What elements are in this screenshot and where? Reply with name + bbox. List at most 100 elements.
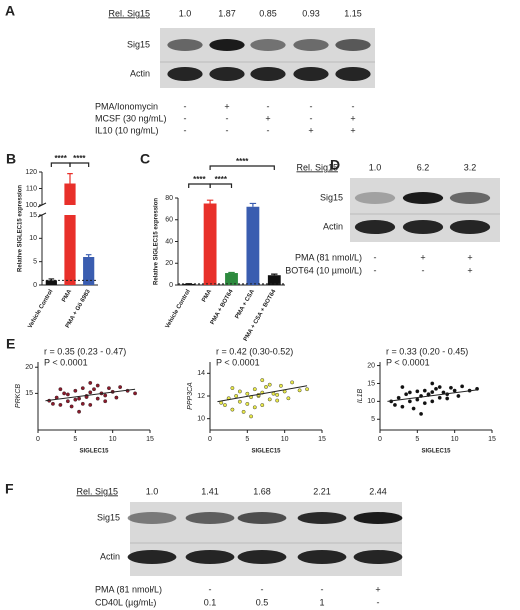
treatment-mark: +	[350, 113, 355, 123]
treatment-mark: +	[308, 125, 313, 135]
error-bar	[206, 199, 214, 204]
treatment-mark: +	[224, 101, 229, 111]
row-label: Sig15	[127, 39, 150, 49]
relative-value: 1.0	[179, 8, 192, 18]
error-bar	[228, 271, 235, 274]
treatment-mark: -	[267, 101, 270, 111]
point	[275, 398, 280, 403]
treatment-label: PMA/Ionomycin	[95, 101, 158, 111]
point	[460, 384, 465, 389]
point	[65, 392, 70, 397]
y-tick-label: 15	[29, 212, 37, 219]
panel-label: A	[5, 3, 15, 19]
x-axis-label: SIGLEC15	[79, 449, 109, 455]
point	[407, 390, 412, 395]
point	[437, 395, 442, 400]
point	[267, 382, 272, 387]
x-tick-label: 15	[146, 436, 154, 443]
point	[434, 386, 438, 391]
treatment-mark: -	[226, 125, 229, 135]
y-axis-label: PPP3CA	[187, 382, 194, 410]
point	[437, 385, 442, 389]
panel-label: D	[330, 157, 340, 173]
row-label: Sig15	[97, 512, 120, 522]
treatment-mark: +	[375, 584, 380, 594]
actin-band	[297, 550, 347, 564]
point	[260, 403, 265, 407]
treatment-label: IL10 (10 ng/mL)	[95, 125, 159, 135]
bar	[246, 206, 260, 285]
x-tick-label: 5	[73, 436, 77, 443]
error-bar	[271, 273, 278, 276]
treatment-mark: -	[352, 101, 355, 111]
point	[230, 386, 235, 390]
error-bar	[67, 173, 73, 184]
point	[62, 391, 67, 396]
sig15-band	[209, 39, 245, 51]
point	[456, 394, 461, 398]
y-axis-label: Relative SIGLEC15 expression	[18, 185, 24, 272]
treatment-mark: -	[374, 252, 377, 262]
relative-value: 1.87	[218, 8, 236, 18]
y-tick-label: 10	[197, 416, 205, 423]
point	[400, 404, 405, 409]
point	[400, 385, 405, 389]
point	[80, 386, 85, 391]
actin-band	[402, 220, 444, 234]
relative-value: 1.41	[201, 486, 219, 496]
relative-value: 1.68	[253, 486, 271, 496]
significance-bracket	[50, 162, 71, 167]
point	[415, 397, 420, 402]
point	[286, 396, 291, 401]
treatment-mark: +	[467, 252, 472, 262]
treatment-mark: 1	[319, 597, 324, 607]
point	[77, 396, 81, 401]
treatment-label: MCSF (30 ng/mL)	[95, 113, 167, 123]
sig15-band	[449, 192, 491, 204]
sig15-band	[354, 192, 396, 204]
y-tick-label: 60	[165, 217, 173, 224]
significance-bracket	[69, 162, 90, 167]
x-tick-label: 15	[318, 436, 326, 443]
sig15-band	[185, 512, 235, 524]
bar	[203, 203, 217, 285]
category-label: PMA	[61, 288, 73, 303]
point	[430, 390, 435, 394]
point	[430, 399, 435, 404]
point	[234, 394, 239, 398]
y-tick-label: 20	[165, 260, 173, 267]
treatment-mark: -	[422, 265, 425, 275]
significance-label: ****	[193, 175, 206, 184]
y-axis-label: PRKCB	[15, 384, 22, 408]
point	[245, 391, 250, 396]
point	[422, 401, 427, 406]
point	[252, 405, 257, 410]
error-bar	[249, 202, 257, 207]
actin-band	[237, 550, 287, 564]
point	[396, 395, 401, 400]
bar	[225, 273, 238, 285]
y-tick-label: 15	[25, 390, 33, 397]
point	[271, 391, 276, 396]
relative-value: 2.44	[369, 486, 387, 496]
point	[445, 396, 450, 401]
category-label: PMA + BOT64	[210, 288, 235, 326]
point	[103, 399, 108, 404]
panel-label: F	[5, 481, 14, 497]
treatment-mark: -	[310, 113, 313, 123]
actin-band	[293, 67, 329, 81]
sig15-band	[297, 512, 347, 524]
point	[95, 396, 100, 401]
treatment-mark: 0.5	[256, 597, 269, 607]
sig15-band	[237, 512, 287, 524]
y-tick-label: 20	[367, 362, 375, 369]
point	[245, 402, 250, 406]
sig15-band	[250, 39, 286, 51]
point	[73, 397, 78, 402]
bar	[64, 183, 76, 285]
treatment-mark: +	[420, 252, 425, 262]
fit-line	[45, 388, 136, 402]
treatment-mark: -	[184, 113, 187, 123]
significance-bracket	[209, 183, 233, 188]
